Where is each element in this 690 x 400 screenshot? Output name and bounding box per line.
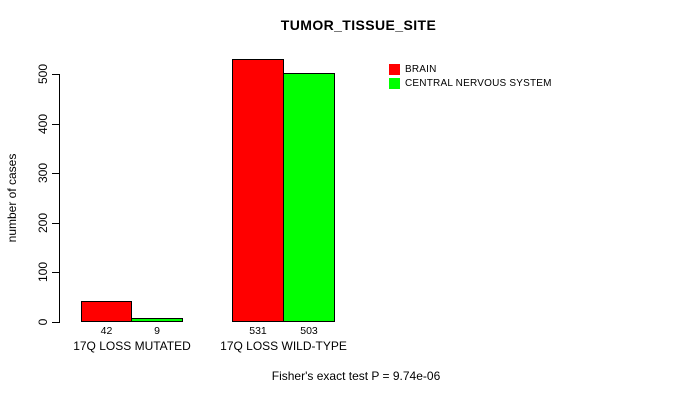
legend-swatch-icon <box>389 64 400 75</box>
y-tick-mark <box>52 74 60 75</box>
y-tick-label: 100 <box>36 261 50 283</box>
y-tick-label: 500 <box>36 63 50 85</box>
y-tick-mark <box>52 322 60 323</box>
legend-item: CENTRAL NERVOUS SYSTEM <box>389 77 552 90</box>
bar-central-nervous-system <box>283 73 335 322</box>
legend-item: BRAIN <box>389 63 552 76</box>
bar-brain <box>81 301 132 322</box>
bar-value-label: 503 <box>300 325 318 337</box>
legend-label: CENTRAL NERVOUS SYSTEM <box>405 78 552 89</box>
category-label: 17Q LOSS MUTATED <box>73 339 191 353</box>
category-label: 17Q LOSS WILD-TYPE <box>220 339 347 353</box>
y-tick-mark <box>52 272 60 273</box>
y-tick-mark <box>52 223 60 224</box>
bar-brain <box>232 59 284 322</box>
bar-value-label: 531 <box>249 325 267 337</box>
y-tick-mark <box>52 124 60 125</box>
bar-value-label: 9 <box>154 325 160 337</box>
legend-swatch-icon <box>389 78 400 89</box>
y-tick-label: 200 <box>36 212 50 234</box>
chart-title: TUMOR_TISSUE_SITE <box>280 17 437 33</box>
bar-central-nervous-system <box>131 318 183 322</box>
statistical-test-footnote: Fisher's exact test P = 9.74e-06 <box>271 369 441 383</box>
y-tick-label: 400 <box>36 113 50 135</box>
y-tick-label: 0 <box>36 318 50 326</box>
y-axis-line <box>59 74 60 323</box>
legend-label: BRAIN <box>405 64 437 75</box>
y-tick-label: 300 <box>36 162 50 184</box>
y-tick-mark <box>52 173 60 174</box>
legend: BRAIN CENTRAL NERVOUS SYSTEM <box>389 63 552 91</box>
bar-value-label: 42 <box>100 325 113 337</box>
